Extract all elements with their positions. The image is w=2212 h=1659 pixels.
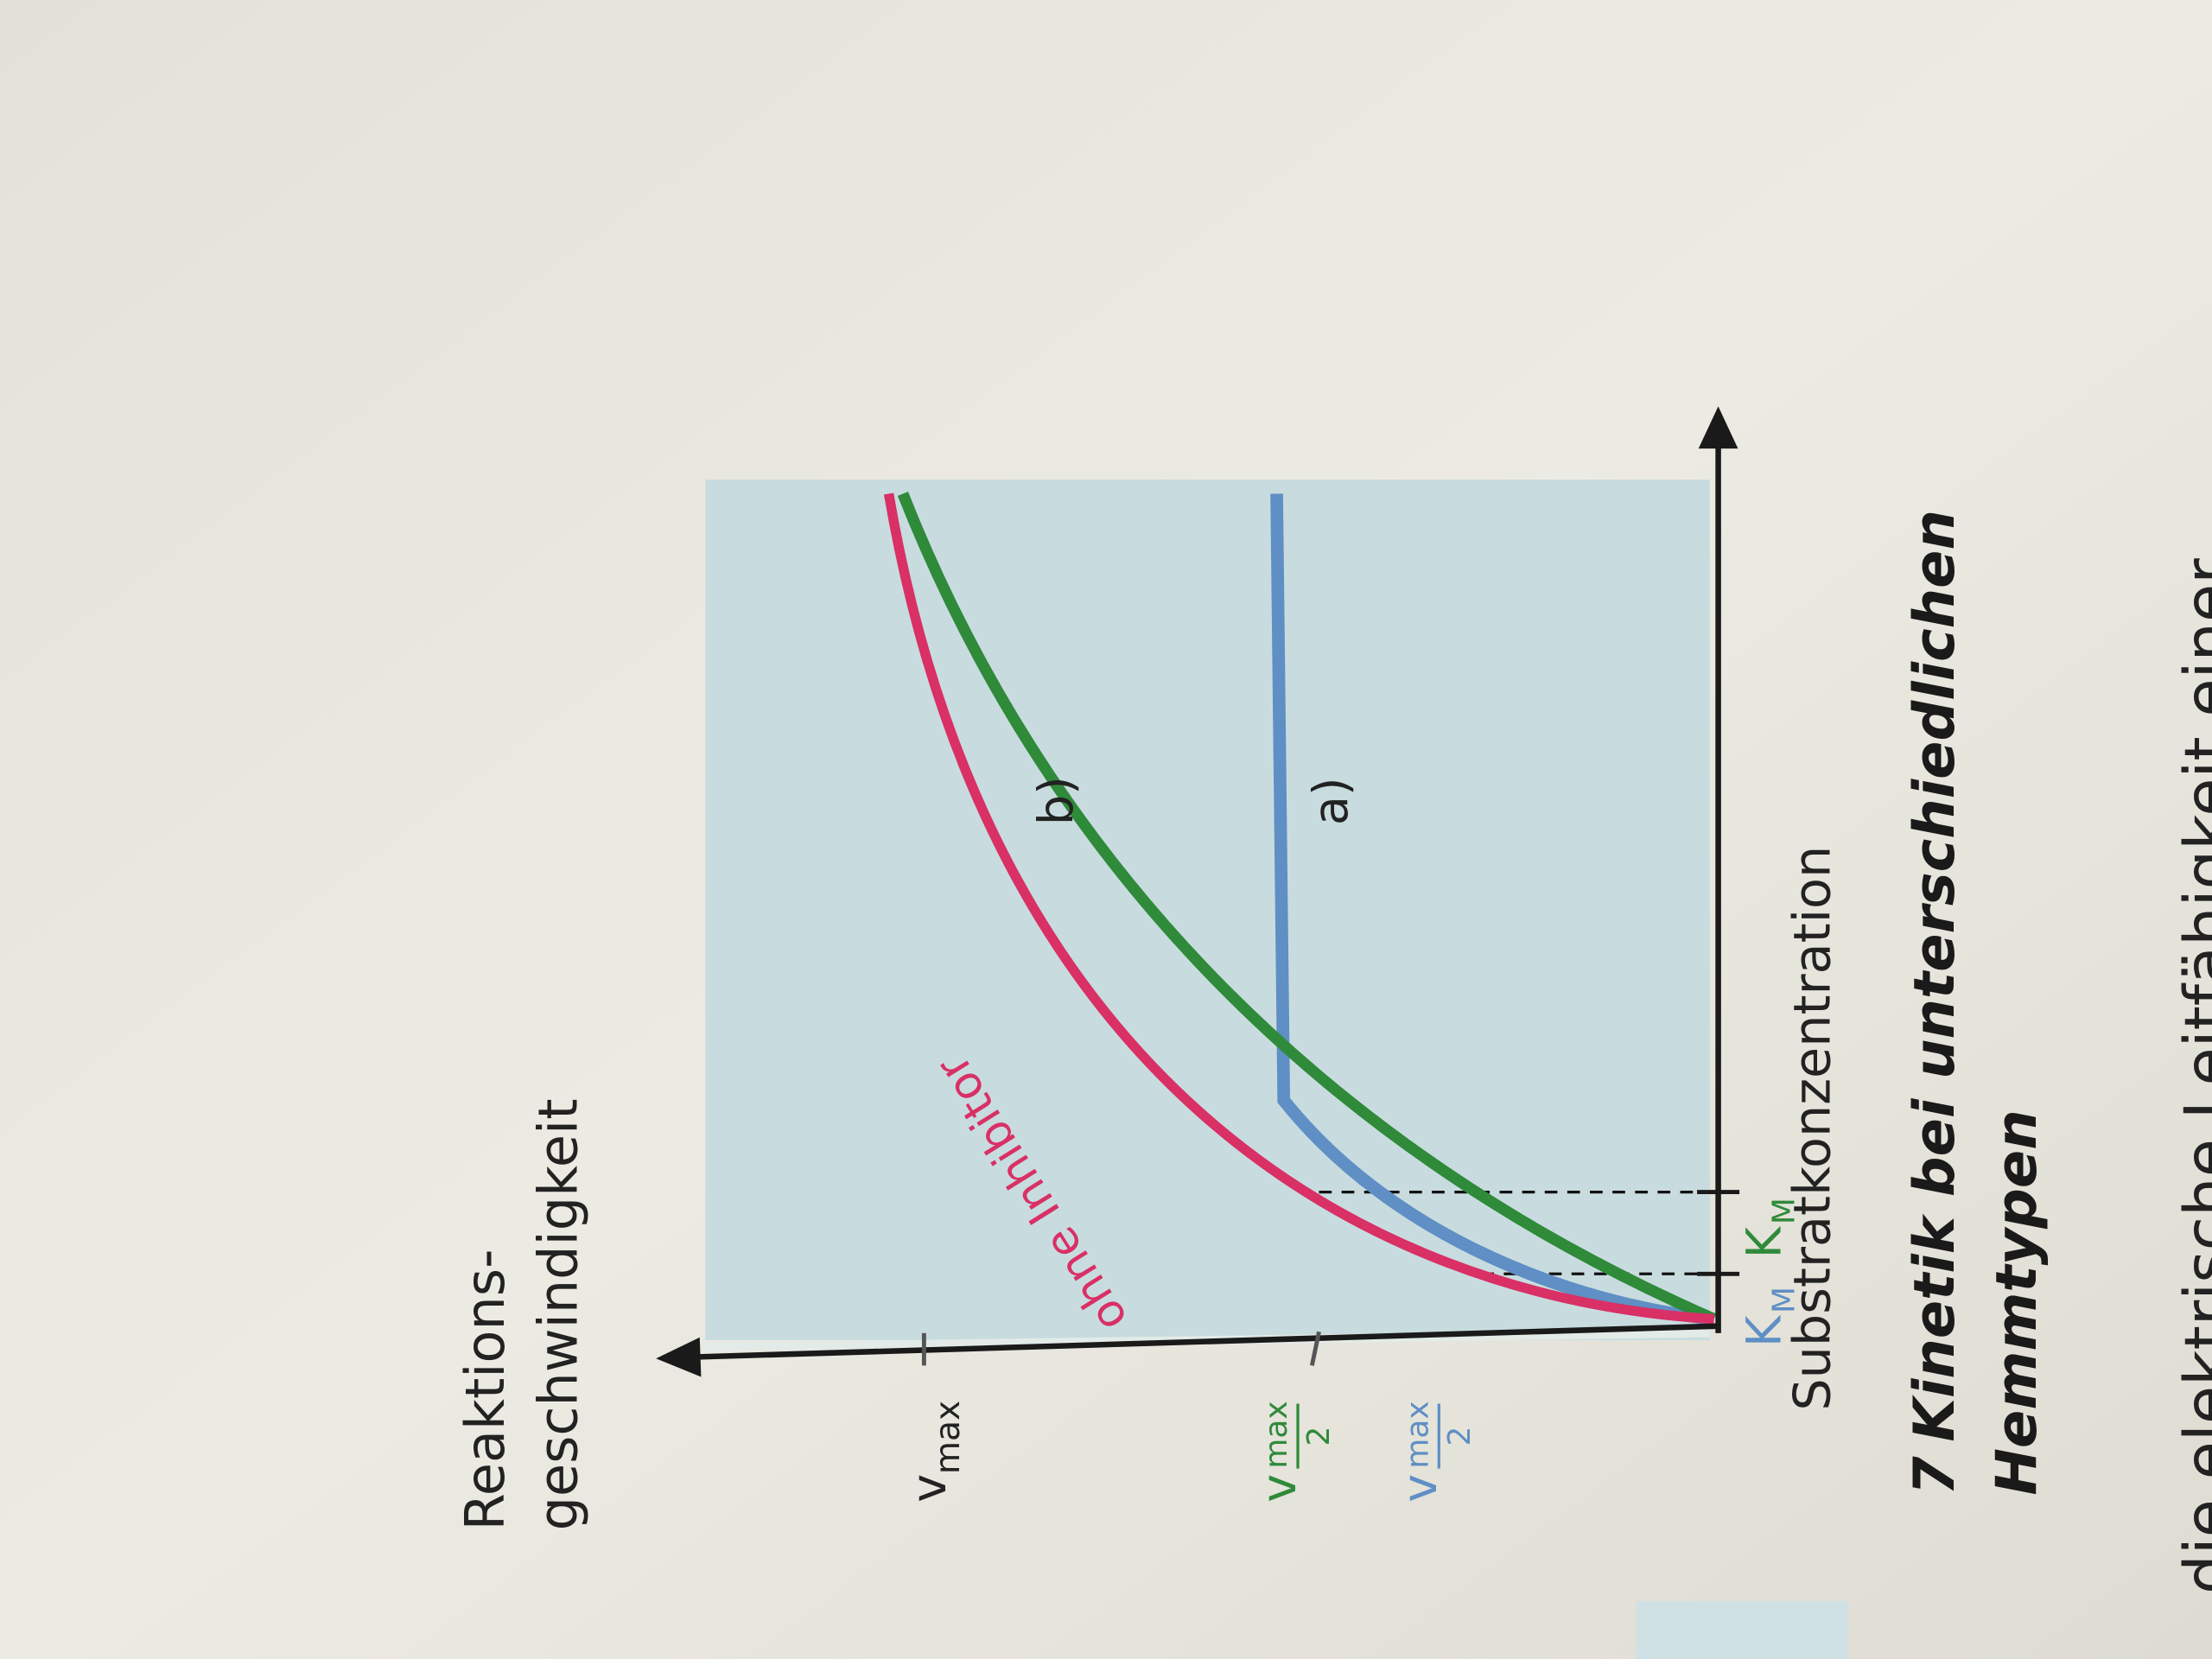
caption-number: 7 (1902, 1456, 1967, 1496)
symbol: v (901, 1474, 957, 1503)
vmax-half-green: v max 2 (1251, 1401, 1337, 1502)
y-axis-label: geschwindigkeit (527, 1098, 590, 1530)
curve-label: a) (1303, 777, 1359, 825)
x-axis-label: Substratkonzentration (1783, 846, 1842, 1411)
blue-box (1636, 1601, 1848, 1659)
caption: 7 Kinetik bei unterschiedlichen Hemmtype… (1902, 510, 2050, 1496)
caption-line: Kinetik bei unterschiedlichen (1902, 510, 1967, 1442)
symbol: K (1736, 1225, 1792, 1258)
symbol: K (1736, 1314, 1792, 1347)
caption-line: Hemmtypen (1984, 1109, 2050, 1495)
vmax-label: v max (901, 1401, 968, 1503)
denominator: 2 (1442, 1427, 1478, 1446)
x-axis-arrow (1698, 406, 1738, 449)
symbol: v (1251, 1474, 1307, 1503)
symbol: v (1392, 1474, 1448, 1503)
denominator: 2 (1301, 1427, 1337, 1446)
km-blue: K M (1736, 1287, 1802, 1347)
y-axis (690, 1323, 1719, 1360)
subscript: max (929, 1401, 968, 1474)
curve-no-inhibitor (883, 493, 1715, 1325)
curve-label: b) (1028, 776, 1084, 825)
tick (1309, 1331, 1321, 1366)
subscript: M (1767, 1198, 1802, 1224)
body-text: die elektrische Leitfähigkeit einer (2171, 558, 2212, 1594)
km-green: K M (1736, 1198, 1802, 1258)
subscript: M (1767, 1287, 1802, 1313)
y-axis-label: Reaktions- (454, 1249, 517, 1530)
plot-background (705, 480, 1710, 1341)
subscript: max (1259, 1401, 1294, 1468)
y-axis-arrow (656, 1337, 702, 1377)
vmax-half-blue: v max 2 (1392, 1401, 1478, 1502)
subscript: max (1400, 1401, 1435, 1468)
curve-b (897, 492, 1717, 1325)
